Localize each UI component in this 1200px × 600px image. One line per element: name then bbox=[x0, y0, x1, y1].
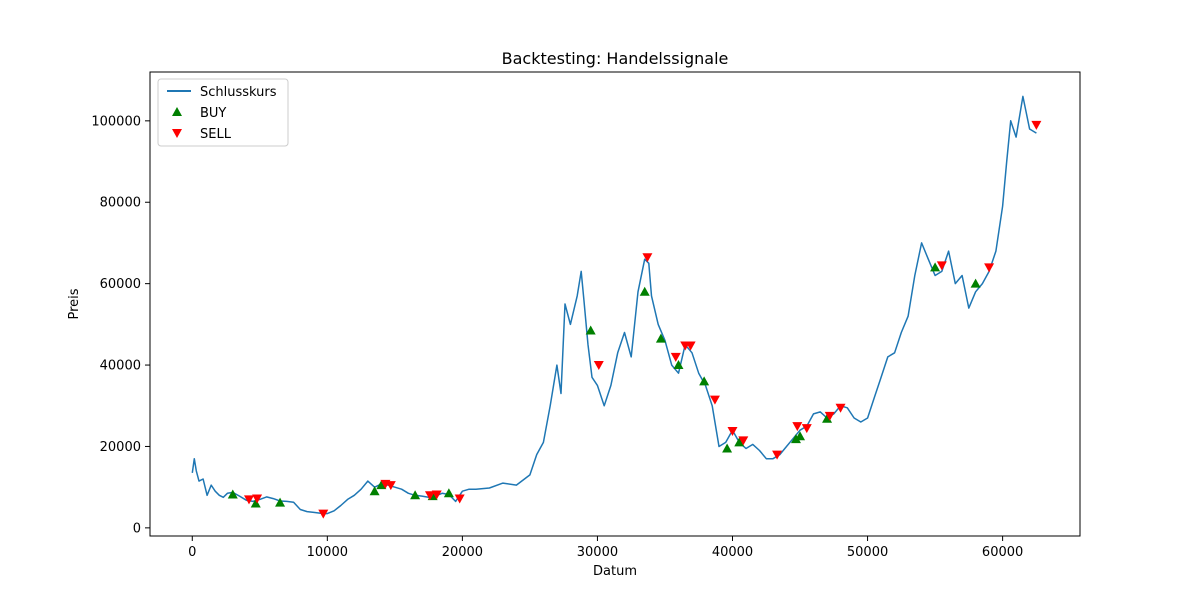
x-tick-label: 40000 bbox=[712, 545, 753, 560]
y-tick-label: 0 bbox=[133, 521, 141, 536]
sell-marker bbox=[738, 436, 749, 446]
sell-marker bbox=[685, 341, 696, 351]
buy-marker bbox=[410, 490, 421, 500]
legend-buy-marker bbox=[172, 107, 182, 116]
legend-label-schlusskurs: Schlusskurs bbox=[200, 85, 277, 100]
buy-marker bbox=[376, 480, 387, 490]
buy-marker bbox=[970, 278, 981, 288]
sell-marker bbox=[801, 424, 812, 434]
buy-marker bbox=[655, 333, 666, 343]
y-tick-label: 40000 bbox=[100, 359, 141, 374]
x-tick-label: 10000 bbox=[307, 545, 348, 560]
sell-marker bbox=[385, 481, 396, 491]
buy-marker bbox=[275, 497, 286, 507]
x-tick-label: 30000 bbox=[577, 545, 618, 560]
legend-label-sell: SELL bbox=[200, 127, 232, 142]
y-tick-label: 20000 bbox=[100, 440, 141, 455]
legend-sell-marker bbox=[172, 129, 182, 138]
chart-title: Backtesting: Handelssignale bbox=[502, 49, 729, 68]
buy-marker bbox=[250, 498, 261, 508]
sell-marker bbox=[1031, 120, 1042, 130]
sell-marker bbox=[642, 253, 653, 263]
sell-marker bbox=[835, 403, 846, 413]
y-tick-label: 100000 bbox=[91, 114, 141, 129]
buy-marker bbox=[639, 286, 650, 296]
sell-marker bbox=[792, 422, 803, 432]
buy-marker bbox=[734, 437, 745, 447]
x-axis: 0 10000 20000 30000 40000 50000 60000 bbox=[188, 536, 1023, 560]
buy-marker bbox=[369, 486, 380, 496]
series-line-schlusskurs bbox=[191, 95, 1037, 515]
sell-marker bbox=[984, 263, 995, 273]
sell-marker bbox=[318, 509, 329, 519]
legend-label-buy: BUY bbox=[200, 106, 226, 121]
buy-marker bbox=[227, 489, 238, 499]
y-axis: 0 20000 40000 60000 80000 100000 bbox=[91, 114, 150, 536]
sell-marker bbox=[936, 261, 947, 271]
sell-marker bbox=[727, 426, 738, 436]
sell-marker bbox=[424, 491, 435, 501]
buy-marker bbox=[795, 431, 806, 441]
plot-area bbox=[191, 95, 1042, 519]
x-axis-label: Datum bbox=[593, 564, 637, 579]
plot-frame bbox=[149, 71, 1081, 537]
y-tick-label: 80000 bbox=[100, 196, 141, 211]
sell-marker bbox=[772, 450, 783, 460]
sell-marker bbox=[431, 490, 442, 500]
x-tick-label: 50000 bbox=[847, 545, 888, 560]
sell-marker bbox=[670, 352, 681, 362]
sell-marker bbox=[709, 395, 720, 405]
sell-marker bbox=[824, 411, 835, 421]
buy-marker bbox=[722, 443, 733, 453]
buy-marker bbox=[699, 376, 710, 386]
sell-marker bbox=[593, 361, 604, 371]
sell-marker bbox=[243, 495, 254, 505]
x-tick-label: 60000 bbox=[982, 545, 1023, 560]
buy-marker bbox=[443, 488, 454, 498]
buy-marker bbox=[585, 325, 596, 335]
legend: Schlusskurs BUY SELL bbox=[157, 78, 289, 147]
x-tick-label: 0 bbox=[188, 545, 196, 560]
sell-marker bbox=[454, 494, 465, 504]
buy-marker bbox=[673, 360, 684, 370]
y-tick-label: 60000 bbox=[100, 277, 141, 292]
buy-marker bbox=[930, 262, 941, 272]
y-axis-label: Preis bbox=[67, 288, 82, 319]
x-tick-label: 20000 bbox=[442, 545, 483, 560]
sell-marker bbox=[252, 494, 263, 504]
legend-box bbox=[157, 78, 289, 147]
